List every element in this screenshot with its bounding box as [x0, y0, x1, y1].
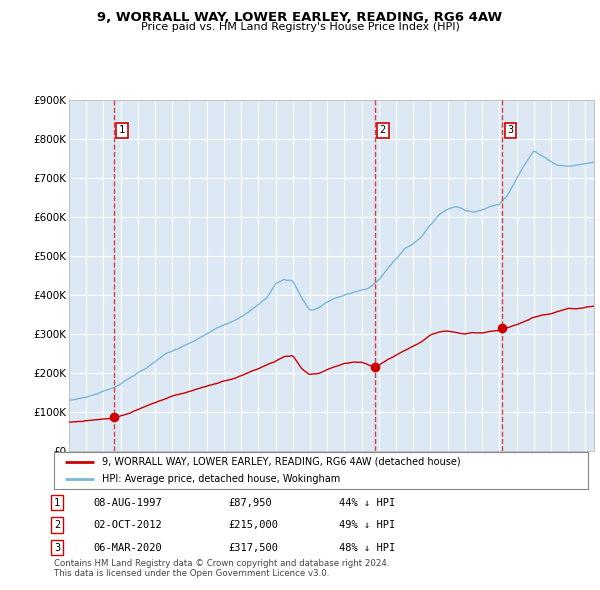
Text: 08-AUG-1997: 08-AUG-1997	[93, 498, 162, 507]
Text: 2: 2	[54, 520, 60, 530]
Text: This data is licensed under the Open Government Licence v3.0.: This data is licensed under the Open Gov…	[54, 569, 329, 578]
Text: £317,500: £317,500	[228, 543, 278, 552]
Text: 9, WORRALL WAY, LOWER EARLEY, READING, RG6 4AW: 9, WORRALL WAY, LOWER EARLEY, READING, R…	[97, 11, 503, 24]
Text: 3: 3	[508, 125, 514, 135]
Text: Contains HM Land Registry data © Crown copyright and database right 2024.: Contains HM Land Registry data © Crown c…	[54, 559, 389, 568]
Text: 06-MAR-2020: 06-MAR-2020	[93, 543, 162, 552]
Text: 1: 1	[54, 498, 60, 507]
Text: 9, WORRALL WAY, LOWER EARLEY, READING, RG6 4AW (detached house): 9, WORRALL WAY, LOWER EARLEY, READING, R…	[102, 457, 461, 467]
Text: 02-OCT-2012: 02-OCT-2012	[93, 520, 162, 530]
Text: £87,950: £87,950	[228, 498, 272, 507]
Text: HPI: Average price, detached house, Wokingham: HPI: Average price, detached house, Woki…	[102, 474, 340, 484]
Text: 3: 3	[54, 543, 60, 552]
Text: 48% ↓ HPI: 48% ↓ HPI	[339, 543, 395, 552]
Text: 44% ↓ HPI: 44% ↓ HPI	[339, 498, 395, 507]
Text: Price paid vs. HM Land Registry's House Price Index (HPI): Price paid vs. HM Land Registry's House …	[140, 22, 460, 32]
Text: 1: 1	[119, 125, 125, 135]
Text: 2: 2	[380, 125, 386, 135]
Text: 49% ↓ HPI: 49% ↓ HPI	[339, 520, 395, 530]
Text: £215,000: £215,000	[228, 520, 278, 530]
